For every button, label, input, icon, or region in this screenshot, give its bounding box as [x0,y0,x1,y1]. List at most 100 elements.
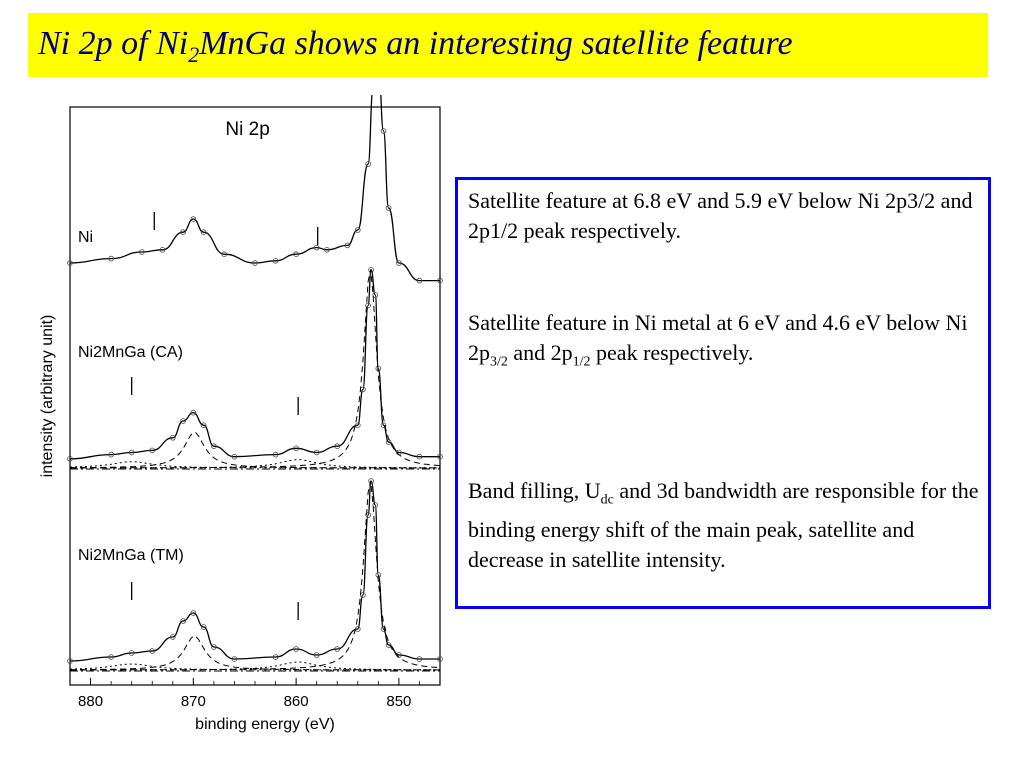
dotted-satellite [70,661,440,671]
data-point [416,453,423,460]
data-point [368,267,374,273]
title-bar: Ni 2p of Ni2MnGa shows an interesting sa… [28,13,988,77]
data-point [272,451,279,458]
data-point [170,434,176,441]
data-point [324,247,330,253]
data-point [365,302,371,309]
data-point [368,478,374,484]
data-point [200,624,207,630]
data-point [211,443,217,450]
data-point [128,449,135,456]
data-point [180,618,186,624]
data-point [252,260,258,266]
dotted-satellite [69,461,440,469]
data-point [354,422,361,429]
data-point [149,648,155,654]
data-point [180,418,186,424]
data-point [293,445,299,452]
data-point [334,443,341,450]
data-point [396,260,402,266]
data-point [67,455,73,462]
dashed-main-peak [70,269,441,469]
x-tick-label: 850 [386,693,411,710]
data-point [231,656,238,662]
paragraph-1: Satellite feature at 6.8 eV and 5.9 eV b… [468,188,973,243]
p2-text-c: peak respectively. [590,340,754,365]
data-point [360,592,366,598]
data-point [200,422,207,429]
data-point [365,161,371,167]
data-point [159,247,166,253]
data-point [170,634,176,640]
data-point [108,451,114,458]
data-point [437,453,443,460]
data-point [67,658,73,664]
x-tick-label: 870 [181,693,206,710]
p2-sub-2: 1/2 [572,354,591,370]
plot-frame [69,106,441,686]
x-tick-label: 880 [78,693,103,710]
data-point [385,205,392,211]
data-point [190,216,197,222]
title-main: Ni 2p of Ni [38,25,189,62]
data-point [108,654,114,660]
data-point [128,650,135,656]
p3-text-b: and 3d bandwidth are responsible for the… [468,478,979,573]
explanation-textbox: Satellite feature at 6.8 eV and 5.9 eV b… [455,177,991,609]
data-point [139,249,145,255]
data-point [231,453,238,460]
paragraph-3: Band filling, Udc and 3d bandwidth are r… [468,476,983,575]
data-point [221,251,228,258]
data-point [272,654,279,660]
series-line-0 [69,95,440,282]
data-point [108,255,114,262]
dashed-main-peak [70,480,441,671]
p2-text-a: Satellite feature in Ni metal at 6 eV an… [468,310,968,365]
data-point [293,646,299,652]
data-point [380,128,387,134]
data-point [385,642,392,648]
data-point [313,449,320,456]
slide-title: Ni 2p of Ni2MnGa shows an interesting sa… [38,25,793,68]
data-point [190,409,197,416]
x-tick-label: 860 [284,693,309,710]
y-axis-label: intensity (arbitrary unit) [39,315,56,478]
data-point [200,229,207,236]
ni-2p-chart: Ni 2p 880 870 860 850 binding energy (eV) inte… [39,95,443,733]
data-point [344,242,351,249]
data-point [67,260,73,266]
data-point [365,512,371,518]
p3-text-a: Band filling, U [468,478,601,503]
x-axis-label: binding energy (eV) [195,716,335,733]
data-point [372,502,379,508]
data-point [334,646,341,652]
data-point [416,656,423,662]
data-point [272,258,279,264]
p2-text-b: and 2p [507,340,573,365]
data-point [380,626,387,632]
data-point [211,644,217,650]
data-point [293,251,299,258]
data-point [149,447,155,454]
data-point [354,227,361,233]
title-subscript: 2 [188,41,200,67]
data-point [313,652,320,658]
dotted-satellite [70,459,440,469]
data-point [372,292,379,298]
p2-sub-1: 3/2 [490,354,508,370]
data-point [380,422,387,429]
series-label: Ni2MnGa (CA) [78,344,183,361]
series-line-1 [69,269,440,460]
dotted-satellite [69,663,440,671]
data-point [313,244,320,251]
data-point [180,229,186,236]
dashed-2p12-peak [70,635,440,671]
series-label: Ni [78,229,93,246]
data-point [416,277,423,284]
title-rest: MnGa shows an interesting satellite feat… [199,25,793,62]
dashed-2p12-peak [69,431,440,469]
data-point [437,277,443,284]
series-label: Ni2MnGa (TM) [78,547,184,564]
chart-title: Ni 2p [225,119,269,140]
data-point [437,656,443,662]
